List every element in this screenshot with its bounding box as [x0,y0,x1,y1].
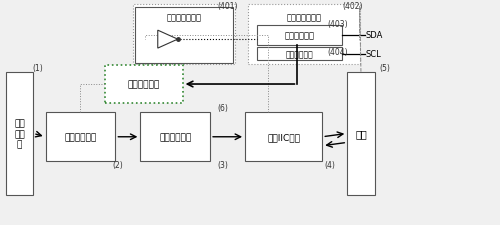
Text: (1): (1) [32,63,44,72]
Text: 传感
器模
块: 传感 器模 块 [14,119,25,149]
Text: 数模转换模块: 数模转换模块 [128,80,160,89]
Bar [347,72,374,195]
Text: (401): (401) [218,2,238,11]
Text: (402): (402) [342,2,362,11]
Bar [106,66,182,104]
Text: (2): (2) [112,161,123,170]
Bar [133,5,235,65]
Text: SCL: SCL [366,50,382,59]
Text: (404): (404) [327,48,347,57]
Text: 数据缓冲器模块: 数据缓冲器模块 [166,13,202,22]
Text: (403): (403) [327,20,347,29]
Bar [248,5,360,65]
Bar [6,72,33,195]
Polygon shape [158,31,178,49]
Text: (4): (4) [324,161,335,170]
Text: 主机: 主机 [355,129,367,139]
Text: (6): (6) [217,104,228,112]
Text: 模数转换模块: 模数转换模块 [159,133,192,142]
Text: (5): (5) [379,63,390,72]
Bar [245,112,322,162]
Bar [140,112,210,162]
Text: 串入并出模块: 串入并出模块 [286,50,314,59]
Text: SDA: SDA [366,31,383,40]
Text: (3): (3) [217,161,228,170]
Bar [258,48,342,61]
Bar [136,8,232,63]
Text: 新型IIC模块: 新型IIC模块 [267,133,300,142]
Text: 信号读取模块: 信号读取模块 [64,133,96,142]
Bar [258,25,342,45]
Text: 并入串出模块: 并入串出模块 [285,31,315,40]
Bar [46,112,116,162]
Text: 移位寄存器模块: 移位寄存器模块 [286,13,321,22]
